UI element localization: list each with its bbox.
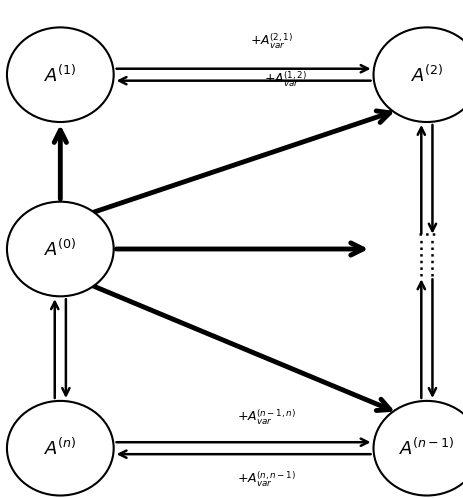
Ellipse shape	[7, 401, 113, 496]
Ellipse shape	[7, 202, 113, 296]
Text: $+\boldsymbol{\mathit{A}}_{var}^{(2,1)}$: $+\boldsymbol{\mathit{A}}_{var}^{(2,1)}$	[250, 31, 292, 51]
Text: $+\boldsymbol{\mathit{A}}_{var}^{(n-1,n)}$: $+\boldsymbol{\mathit{A}}_{var}^{(n-1,n)…	[237, 408, 296, 427]
Text: $+\boldsymbol{\mathit{A}}_{var}^{(1,2)}$: $+\boldsymbol{\mathit{A}}_{var}^{(1,2)}$	[263, 70, 306, 89]
Text: $\boldsymbol{\mathit{A}}^{(0)}$: $\boldsymbol{\mathit{A}}^{(0)}$	[44, 239, 76, 259]
Text: $\boldsymbol{\mathit{A}}^{(n)}$: $\boldsymbol{\mathit{A}}^{(n)}$	[44, 438, 76, 459]
Ellipse shape	[373, 401, 463, 496]
Text: $\boldsymbol{\mathit{A}}^{(n-1)}$: $\boldsymbol{\mathit{A}}^{(n-1)}$	[398, 438, 454, 459]
Ellipse shape	[7, 27, 113, 122]
Text: $\boldsymbol{\mathit{A}}^{(2)}$: $\boldsymbol{\mathit{A}}^{(2)}$	[410, 64, 442, 85]
Text: $+\boldsymbol{\mathit{A}}_{var}^{(n,n-1)}$: $+\boldsymbol{\mathit{A}}_{var}^{(n,n-1)…	[237, 469, 296, 489]
Ellipse shape	[373, 27, 463, 122]
Text: $\boldsymbol{\mathit{A}}^{(1)}$: $\boldsymbol{\mathit{A}}^{(1)}$	[44, 64, 76, 85]
